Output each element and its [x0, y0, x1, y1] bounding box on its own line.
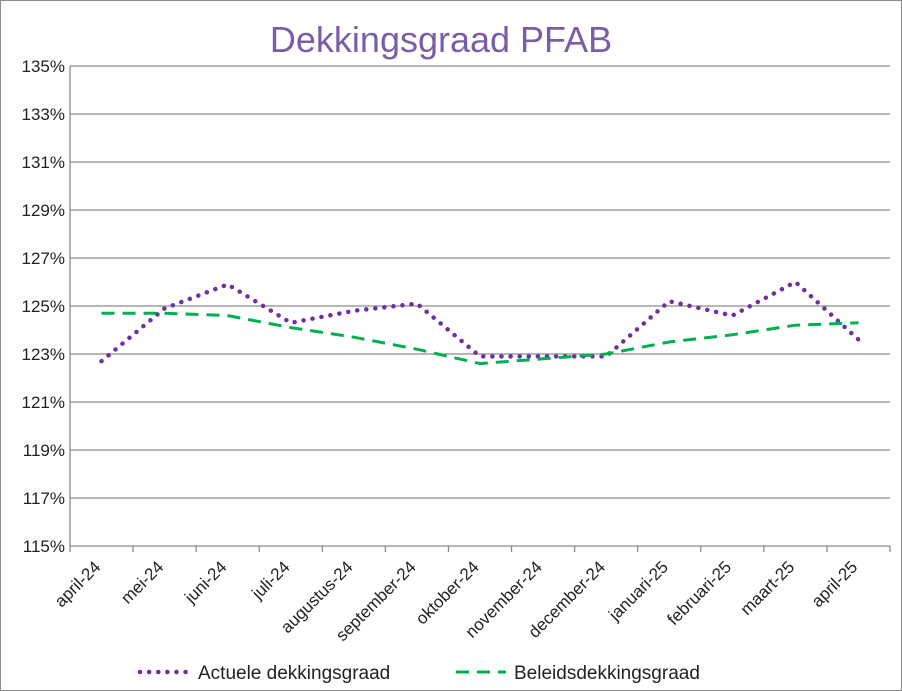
series — [99, 279, 861, 366]
y-tick-label: 117% — [23, 489, 65, 508]
x-tick-label: juli-24 — [247, 557, 293, 603]
series-line — [99, 279, 861, 364]
y-tick-label: 127% — [22, 249, 65, 268]
series-line — [101, 311, 859, 366]
y-tick-label: 125% — [22, 297, 65, 316]
grid — [69, 65, 890, 547]
y-tick-label: 121% — [22, 393, 65, 412]
y-tick-label: 123% — [22, 345, 65, 364]
y-tick-label: 129% — [22, 201, 65, 220]
legend: Actuele dekkingsgraad Beleidsdekkingsgraa… — [137, 663, 700, 684]
x-tick-label: januari-25 — [604, 557, 672, 625]
y-tick-label: 115% — [23, 537, 65, 556]
y-axis-ticks: 115% 117% 119% 121% 123% 125% 127% 129% 131% 133%… — [22, 57, 65, 556]
y-tick-label: 135% — [22, 57, 65, 76]
y-tick-label: 133% — [22, 105, 65, 124]
legend-label: Actuele dekkingsgraad — [198, 663, 390, 684]
x-tick-label: april-25 — [808, 557, 862, 611]
chart-title: Dekkingsgraad PFAB — [270, 19, 612, 60]
x-tick-label: mei-24 — [117, 557, 167, 607]
legend-label: Beleidsdekkingsgraad — [514, 663, 700, 684]
x-tick-label: april-24 — [51, 557, 105, 611]
x-tick-label: februari-25 — [664, 557, 736, 629]
x-tick-label: juni-24 — [180, 557, 230, 607]
y-tick-label: 119% — [23, 441, 65, 460]
x-axis-ticks: april-24 mei-24 juni-24 juli-24augustus-24s… — [51, 546, 891, 645]
y-tick-label: 131% — [22, 153, 65, 172]
x-tick-label: maart-25 — [737, 557, 799, 619]
